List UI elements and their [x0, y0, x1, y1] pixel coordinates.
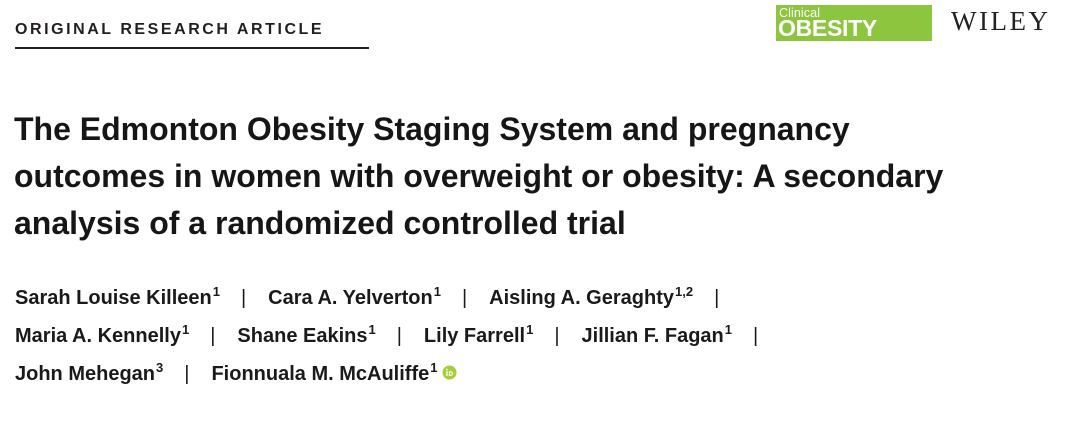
author-separator: |	[461, 287, 468, 309]
author[interactable]: Aisling A. Geraghty1,2	[489, 284, 694, 310]
author-separator: |	[396, 325, 402, 347]
author-affiliation: 3	[156, 360, 164, 375]
author[interactable]: Cara A. Yelverton1	[268, 284, 441, 310]
orcid-icon[interactable]	[442, 365, 457, 380]
article-title: The Edmonton Obesity Staging System and …	[14, 106, 1074, 247]
title-line: analysis of a randomized controlled tria…	[14, 205, 626, 241]
author[interactable]: Shane Eakins1	[237, 322, 376, 348]
author-affiliation: 1,2	[674, 284, 694, 299]
author[interactable]: Maria A. Kennelly1	[15, 322, 190, 348]
author-separator: |	[554, 325, 560, 347]
author-name[interactable]: Fionnuala M. McAuliffe	[211, 363, 430, 385]
author-separator: |	[184, 363, 190, 385]
author-affiliation: 1	[181, 322, 190, 337]
author-separator: |	[240, 287, 247, 309]
author-separator: |	[753, 325, 759, 347]
article-type-label: ORIGINAL RESEARCH ARTICLE	[15, 21, 325, 38]
author-separator: |	[210, 325, 216, 347]
publisher-logo: WILEY	[951, 6, 1051, 36]
author-list: Sarah Louise Killeen1 | Cara A. Yelverto…	[15, 284, 759, 401]
author-line-3: John Mehegan3 | Fionnuala M. McAuliffe1	[15, 360, 758, 401]
author-line-2: Maria A. Kennelly1 | Shane Eakins1 | Lil…	[15, 322, 759, 363]
author-name[interactable]: Sarah Louise Killeen	[15, 287, 212, 309]
author[interactable]: Lily Farrell1	[423, 322, 534, 348]
author-affiliation: 1	[368, 322, 376, 337]
author[interactable]: Jillian F. Fagan1	[581, 322, 733, 348]
author-affiliation: 1	[724, 322, 733, 337]
author-line-1: Sarah Louise Killeen1 | Cara A. Yelverto…	[15, 284, 758, 325]
journal-logo: Clinical OBESITY	[776, 5, 932, 41]
author[interactable]: Sarah Louise Killeen1	[15, 284, 220, 310]
title-line: outcomes in women with overweight or obe…	[14, 158, 944, 194]
author-name[interactable]: Shane Eakins	[237, 325, 368, 347]
author-affiliation: 1	[430, 360, 438, 375]
author-name[interactable]: John Mehegan	[15, 363, 156, 385]
author[interactable]: John Mehegan3	[15, 360, 164, 386]
author-name[interactable]: Cara A. Yelverton	[268, 287, 433, 309]
author-name[interactable]: Jillian F. Fagan	[581, 325, 724, 347]
author-name[interactable]: Aisling A. Geraghty	[489, 287, 674, 309]
journal-logo-line1: Clinical	[779, 6, 821, 20]
author-affiliation: 1	[212, 284, 220, 299]
author-name[interactable]: Maria A. Kennelly	[15, 325, 181, 347]
author-separator: |	[714, 287, 720, 309]
author[interactable]: Fionnuala M. McAuliffe1	[211, 360, 438, 386]
title-line: The Edmonton Obesity Staging System and …	[14, 111, 850, 147]
author-name[interactable]: Lily Farrell	[423, 325, 526, 347]
author-affiliation: 1	[526, 322, 534, 337]
author-affiliation: 1	[433, 284, 441, 299]
article-type-underline	[15, 47, 369, 49]
journal-logo-line2: OBESITY	[778, 15, 877, 41]
